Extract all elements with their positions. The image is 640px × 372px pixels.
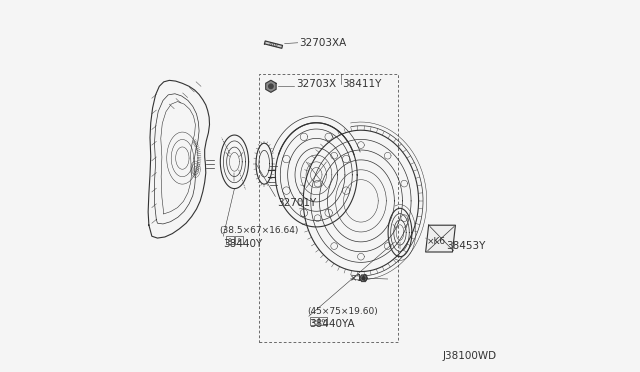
Text: 38440Y: 38440Y xyxy=(223,239,262,248)
Polygon shape xyxy=(360,275,367,282)
Text: (45×75×19.60): (45×75×19.60) xyxy=(307,307,378,316)
Bar xyxy=(259,74,398,342)
Bar xyxy=(235,236,243,244)
Text: 32703X: 32703X xyxy=(296,79,336,89)
Text: ×K6: ×K6 xyxy=(426,237,445,246)
Bar xyxy=(226,236,234,244)
Polygon shape xyxy=(426,225,456,252)
Polygon shape xyxy=(269,84,273,89)
Text: 38453Y: 38453Y xyxy=(447,241,486,250)
Bar xyxy=(319,317,328,325)
Text: 32703XA: 32703XA xyxy=(300,38,347,48)
Text: 38411Y: 38411Y xyxy=(342,79,381,89)
Polygon shape xyxy=(264,41,282,48)
Text: (38.5×67×16.64): (38.5×67×16.64) xyxy=(220,226,299,235)
Polygon shape xyxy=(362,277,365,280)
Bar xyxy=(310,317,318,325)
Text: J38100WD: J38100WD xyxy=(443,351,497,361)
Text: ×10: ×10 xyxy=(349,274,369,283)
Text: 38440YA: 38440YA xyxy=(309,319,355,328)
Polygon shape xyxy=(266,80,276,92)
Text: 32701Y: 32701Y xyxy=(277,198,316,208)
